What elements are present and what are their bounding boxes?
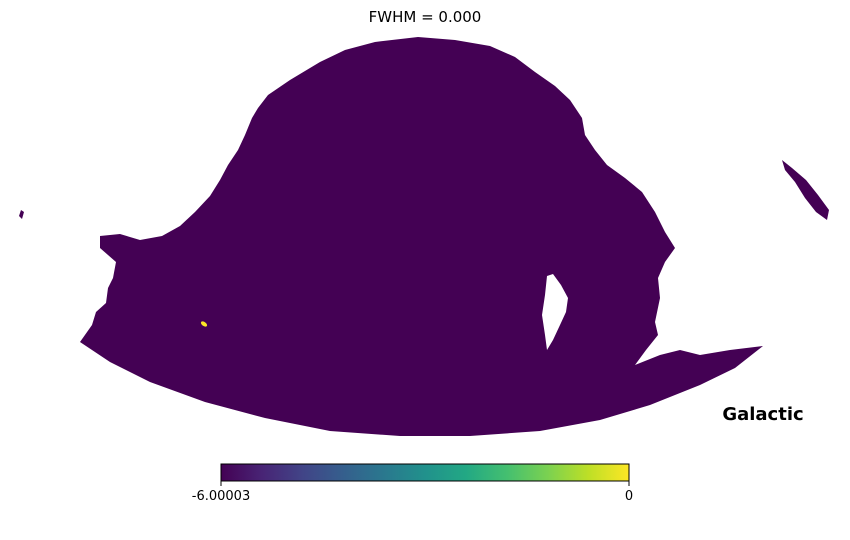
chart-title: FWHM = 0.000: [369, 8, 482, 26]
map-coverage-region: [80, 37, 763, 436]
map-hotspot: [200, 321, 208, 327]
colorbar-max-label: 0: [625, 489, 633, 504]
coordinate-system-label: Galactic: [722, 404, 803, 425]
colorbar-min-label: -6.00003: [192, 489, 250, 504]
colorbar-gradient: [220, 463, 630, 482]
map-unseen-hole: [542, 274, 568, 350]
map-coverage-fragment-right: [782, 160, 829, 220]
colorbar: -6.00003 0: [192, 463, 633, 504]
map-coverage-fragment-left: [19, 210, 24, 219]
